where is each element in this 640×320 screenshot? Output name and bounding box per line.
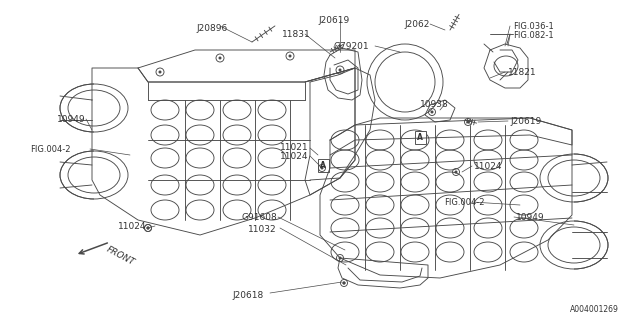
Bar — [415, 131, 426, 143]
Circle shape — [289, 54, 291, 58]
Text: 10938: 10938 — [420, 100, 449, 109]
Text: J20619: J20619 — [510, 117, 541, 126]
Text: 11024: 11024 — [280, 152, 308, 161]
Text: 10949: 10949 — [516, 213, 545, 222]
Text: FIG.082-1: FIG.082-1 — [513, 31, 554, 40]
Text: J20619: J20619 — [318, 16, 349, 25]
Text: J2062: J2062 — [404, 20, 429, 29]
Text: 11021: 11021 — [280, 143, 308, 152]
Circle shape — [431, 110, 433, 114]
Circle shape — [454, 171, 458, 173]
Text: FRONT: FRONT — [105, 245, 136, 268]
Circle shape — [218, 57, 221, 60]
Circle shape — [321, 166, 323, 170]
Text: A004001269: A004001269 — [570, 305, 619, 314]
Circle shape — [159, 70, 161, 74]
Text: A: A — [320, 161, 326, 170]
Text: FIG.004-2: FIG.004-2 — [30, 145, 70, 154]
Circle shape — [147, 227, 150, 229]
Bar — [317, 158, 328, 172]
Text: A: A — [417, 132, 423, 141]
Circle shape — [339, 68, 342, 71]
Circle shape — [147, 227, 150, 229]
Text: FIG.004-2: FIG.004-2 — [444, 198, 484, 207]
Text: 11024: 11024 — [118, 222, 147, 231]
Text: G91608: G91608 — [242, 213, 278, 222]
Text: 11821: 11821 — [508, 68, 536, 77]
Circle shape — [467, 121, 470, 124]
Text: J20896: J20896 — [196, 24, 227, 33]
Text: 11032: 11032 — [248, 225, 276, 234]
Text: 11831: 11831 — [282, 30, 311, 39]
Circle shape — [342, 282, 346, 284]
Text: J20618: J20618 — [232, 291, 263, 300]
Text: G79201: G79201 — [333, 42, 369, 51]
Text: FIG.036-1: FIG.036-1 — [513, 22, 554, 31]
Circle shape — [339, 257, 342, 260]
Circle shape — [342, 282, 346, 284]
Text: 11024: 11024 — [474, 162, 502, 171]
Text: 10949: 10949 — [57, 115, 86, 124]
